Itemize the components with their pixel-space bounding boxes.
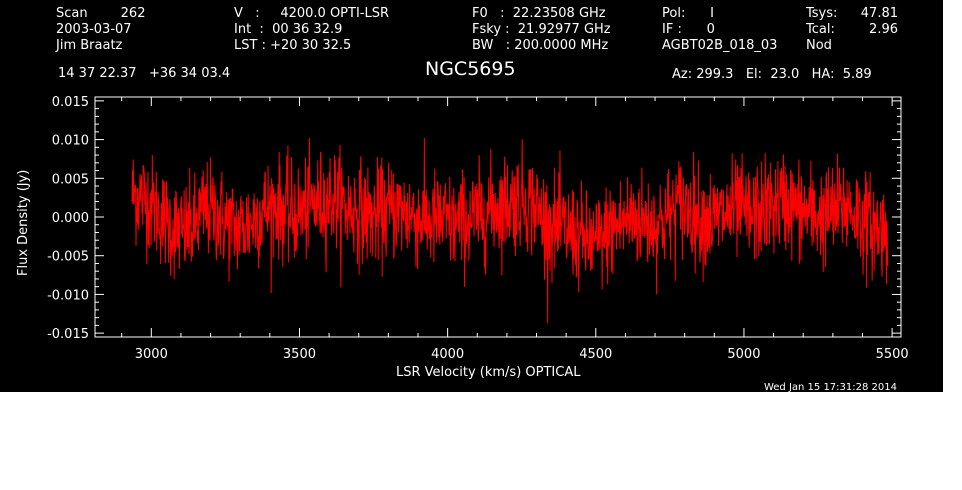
y-tick-label: 0.000 [52,211,89,226]
x-tick-label: 3500 [283,347,316,362]
x-tick-label: 3000 [135,347,168,362]
plot-panel: Scan 262 2003-03-07 Jim Braatz V : 4200.… [0,0,943,393]
if-label: IF : 0 [662,22,715,37]
coordinates-label: 14 37 22.37 +36 34 03.4 [58,66,231,81]
y-tick-label: 0.005 [52,172,89,187]
x-tick-label: 4000 [431,347,464,362]
procedure-label: Nod [806,38,832,53]
az-el-ha-label: Az: 299.3 El: 23.0 HA: 5.89 [672,67,872,82]
spectrum-chart: 3000 3500 4000 4500 5000 5500 0.015 0.010 0.005 0… [47,95,909,362]
x-tick-label: 5000 [727,347,760,362]
lst-label: LST : +20 30 32.5 [234,38,352,53]
fsky-label: Fsky : 21.92977 GHz [472,22,611,37]
y-tick-label: -0.005 [47,250,89,265]
y-tick-label: -0.015 [47,327,89,342]
x-tick-label: 5500 [876,347,909,362]
tsys-value: 47.81 [860,6,898,21]
project-label: AGBT02B_018_03 [662,38,778,53]
observer-label: Jim Braatz [56,38,123,53]
y-tick-label: 0.015 [52,95,89,110]
tcal-value: 2.96 [869,22,898,37]
timestamp-label: Wed Jan 15 17:31:28 2014 [763,382,897,393]
pol-label: Pol: I [662,6,714,21]
f0-label: F0 : 22.23508 GHz [472,6,606,21]
velocity-label: V : 4200.0 OPTI-LSR [234,6,390,21]
source-name: NGC5695 [425,58,516,80]
y-tick-label: -0.010 [47,288,89,303]
y-tick-label: 0.010 [52,134,89,149]
spectrum-trace [131,137,889,324]
x-axis-label: LSR Velocity (km/s) OPTICAL [396,365,581,380]
integration-label: Int : 00 36 32.9 [234,22,343,37]
tcal-label: Tcal: [806,22,835,37]
bandwidth-label: BW : 200.0000 MHz [472,38,609,53]
x-tick-label: 4500 [579,347,612,362]
tsys-label: Tsys: [806,6,838,21]
date-label: 2003-03-07 [56,22,132,37]
scan-label: Scan 262 [56,6,146,21]
